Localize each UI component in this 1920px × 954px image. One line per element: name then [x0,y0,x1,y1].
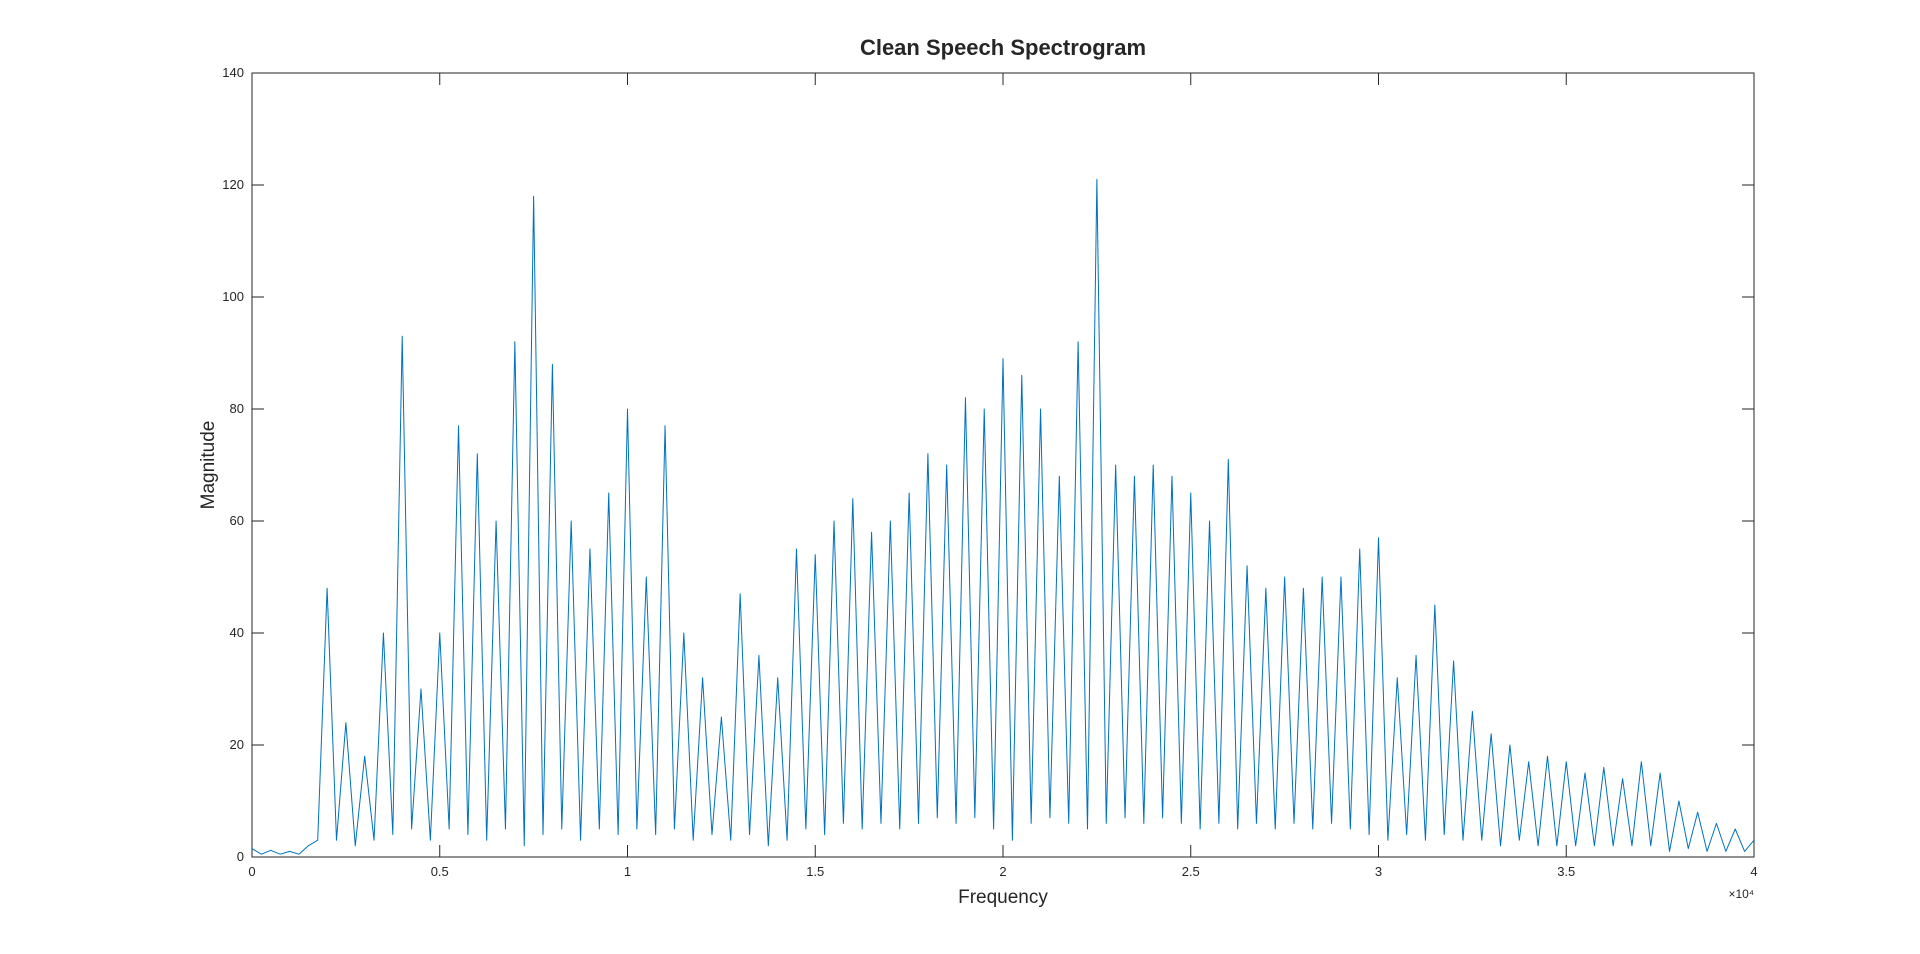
y-tick-label: 20 [230,737,244,752]
data-line [251,178,1755,855]
y-tick-label: 40 [230,625,244,640]
y-tick-label: 0 [237,849,244,864]
y-tick-label: 140 [222,65,244,80]
y-axis-label: Magnitude [198,421,219,510]
chart-title: Clean Speech Spectrogram [860,35,1146,60]
x-tick-label: 3.5 [1557,864,1575,879]
y-tick-label: 120 [222,177,244,192]
x-tick-label: 3 [1375,864,1382,879]
y-tick-label: 100 [222,289,244,304]
x-tick-label: 2.5 [1182,864,1200,879]
x-tick-label: 4 [1750,864,1757,879]
x-tick-label: 1.5 [806,864,824,879]
x-tick-label: 0 [248,864,255,879]
x-tick-label: 0.5 [431,864,449,879]
x-multiplier: ×10⁴ [1728,887,1754,901]
y-tick-label: 60 [230,513,244,528]
y-tick-label: 80 [230,401,244,416]
x-axis-label: Frequency [958,887,1048,908]
x-tick-label: 2 [999,864,1006,879]
x-tick-label: 1 [624,864,631,879]
